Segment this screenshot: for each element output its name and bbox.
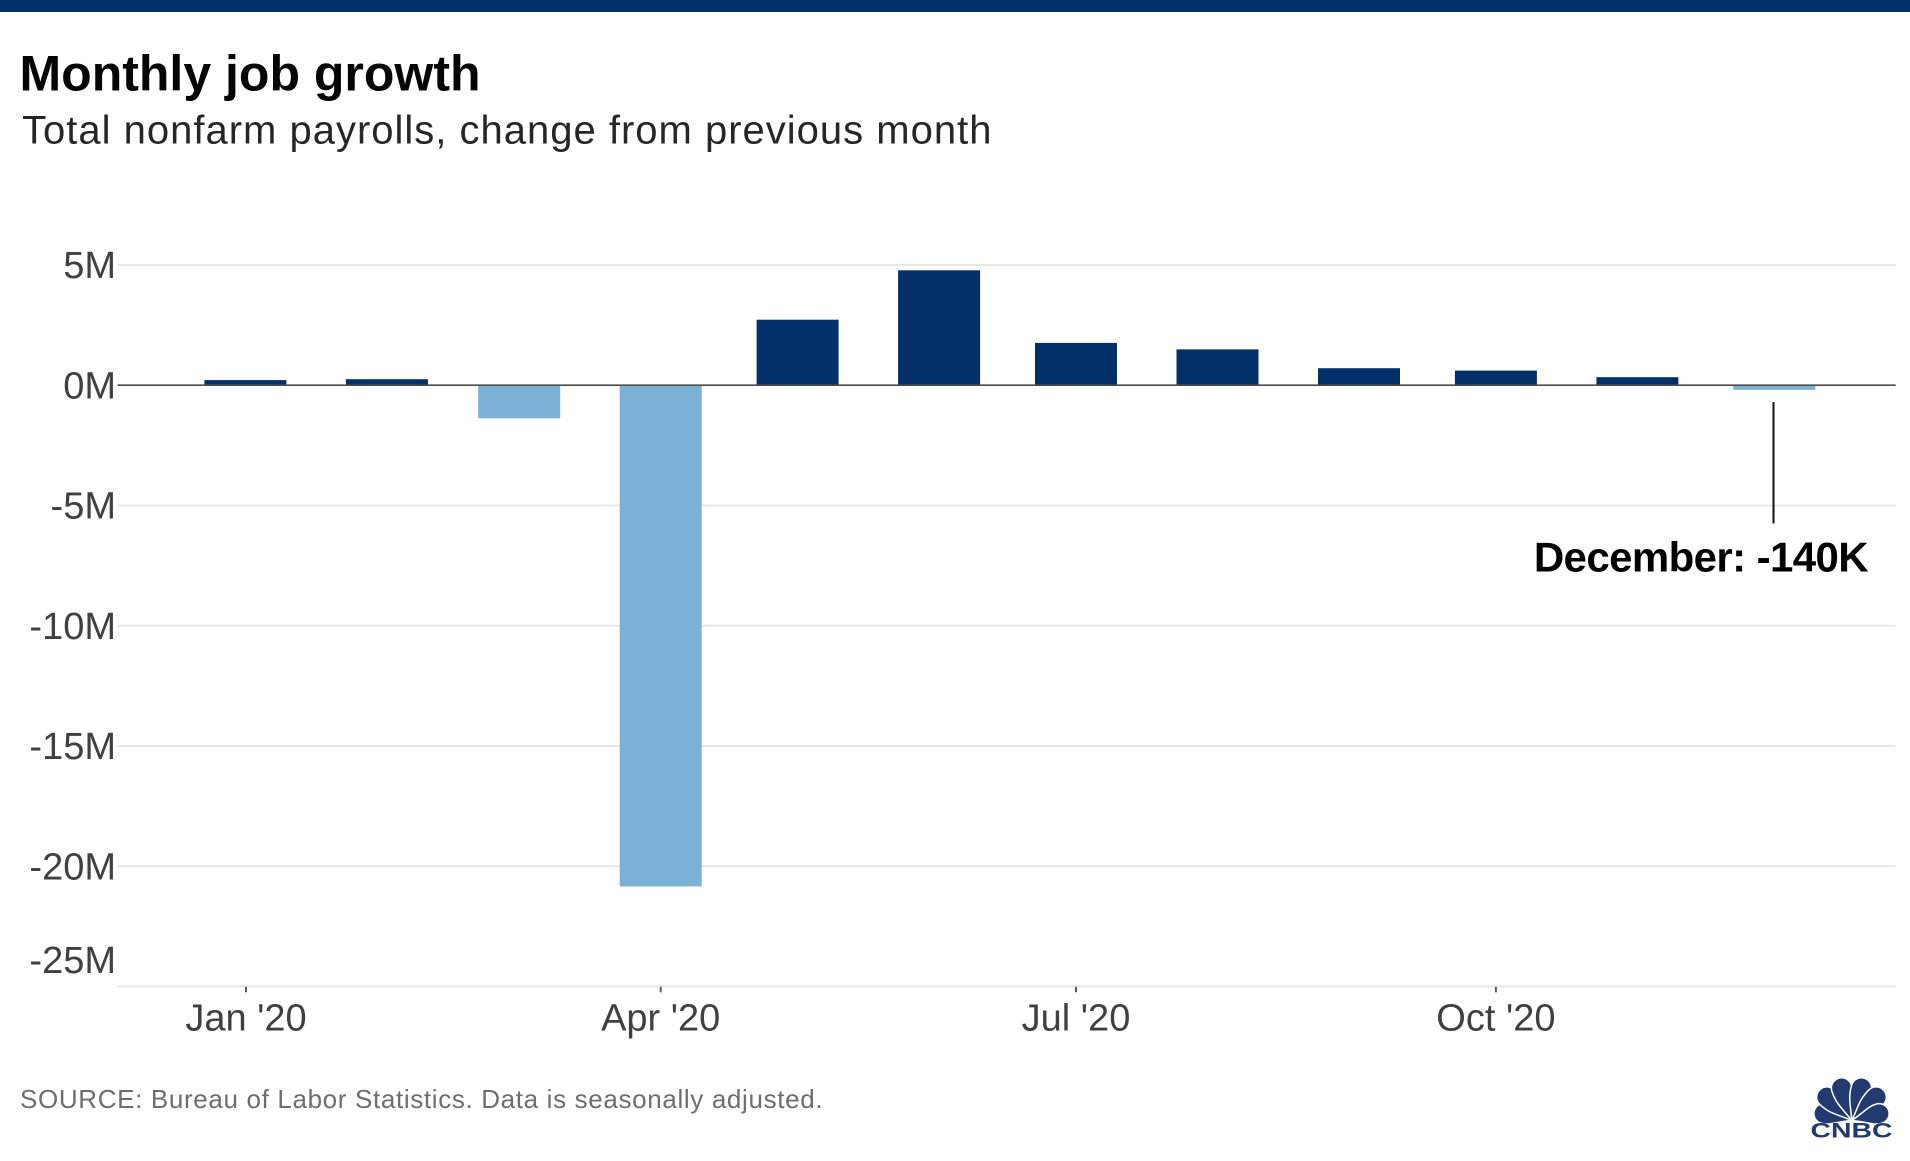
svg-text:Apr '20: Apr '20 (601, 997, 720, 1039)
svg-text:0M: 0M (63, 365, 116, 407)
svg-text:5M: 5M (63, 245, 116, 287)
svg-text:-10M: -10M (29, 606, 116, 648)
svg-text:-5M: -5M (51, 486, 116, 528)
svg-text:Jan '20: Jan '20 (185, 997, 306, 1039)
svg-text:December: -140K: December: -140K (1534, 534, 1868, 581)
svg-text:Jul '20: Jul '20 (1022, 997, 1131, 1039)
svg-text:Oct '20: Oct '20 (1436, 997, 1555, 1039)
svg-text:-15M: -15M (29, 726, 116, 768)
svg-text:-25M: -25M (29, 940, 116, 982)
svg-text:Total nonfarm payrolls, change: Total nonfarm payrolls, change from prev… (22, 109, 992, 153)
svg-text:SOURCE: Bureau of Labor Statis: SOURCE: Bureau of Labor Statistics. Data… (20, 1084, 823, 1114)
svg-text:Monthly job growth: Monthly job growth (20, 45, 481, 101)
svg-text:CNBC: CNBC (1811, 1120, 1893, 1143)
svg-text:-20M: -20M (29, 847, 116, 889)
